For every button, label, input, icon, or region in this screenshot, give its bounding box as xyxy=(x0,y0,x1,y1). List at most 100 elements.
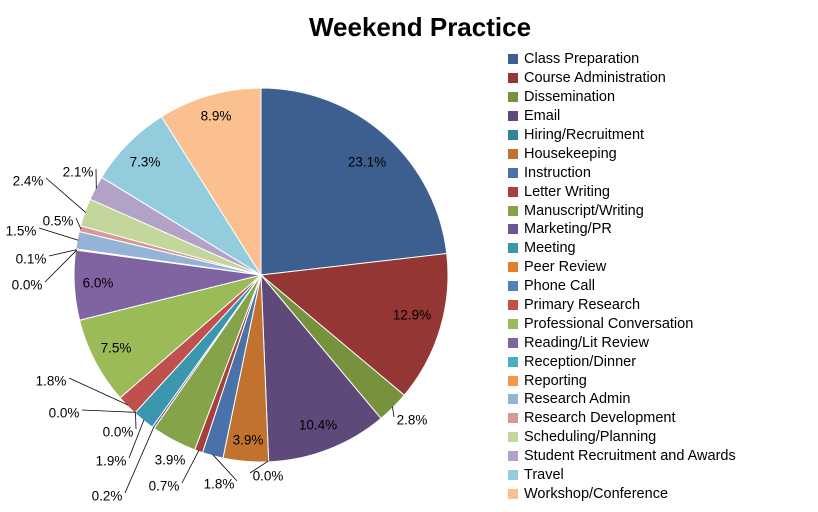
pie-slice-course-administration xyxy=(259,252,449,396)
legend-label: Scheduling/Planning xyxy=(524,429,657,446)
leader-line xyxy=(44,249,77,283)
legend-item: Peer Review xyxy=(508,258,813,277)
chart-title: Weekend Practice xyxy=(308,12,532,42)
data-label: 7.3% xyxy=(130,155,161,170)
legend-item: Reporting xyxy=(508,371,813,390)
legend-swatch xyxy=(508,54,518,65)
legend-swatch xyxy=(508,394,518,405)
legend-label: Instruction xyxy=(524,164,591,181)
legend-label: Research Development xyxy=(524,410,676,427)
legend-item: Research Development xyxy=(508,409,813,428)
legend-label: Peer Review xyxy=(524,259,607,276)
legend-item: Reception/Dinner xyxy=(508,352,813,371)
legend-item: Marketing/PR xyxy=(508,220,813,239)
legend-swatch xyxy=(508,73,518,84)
data-label: 0.5% xyxy=(43,214,74,229)
data-label: 1.8% xyxy=(204,477,235,492)
pie-slice-email xyxy=(260,273,382,463)
leader-line xyxy=(68,377,129,406)
data-label: 0.0% xyxy=(12,278,43,293)
legend-swatch xyxy=(508,470,518,481)
data-label: 6.0% xyxy=(83,276,114,291)
legend-label: Dissemination xyxy=(524,89,616,106)
legend-label: Workshop/Conference xyxy=(524,485,669,502)
data-label: 0.0% xyxy=(103,425,134,440)
leader-line xyxy=(212,454,238,482)
legend-label: Class Preparation xyxy=(524,51,640,68)
legend-item: Primary Research xyxy=(508,296,813,315)
leader-line xyxy=(48,249,77,257)
data-label: 8.9% xyxy=(201,109,232,124)
legend-item: Professional Conversation xyxy=(508,314,813,333)
legend-item: Letter Writing xyxy=(508,182,813,201)
legend-item: Instruction xyxy=(508,163,813,182)
legend-swatch xyxy=(508,243,518,254)
leader-line xyxy=(124,426,155,494)
legend-label: Reception/Dinner xyxy=(524,353,637,370)
leader-line xyxy=(249,460,269,474)
legend-label: Research Admin xyxy=(524,391,631,408)
legend-swatch xyxy=(508,205,518,216)
legend-item: Scheduling/Planning xyxy=(508,428,813,447)
data-label: 3.9% xyxy=(233,433,264,448)
legend-item: Meeting xyxy=(508,239,813,258)
legend-label: Hiring/Recruitment xyxy=(524,127,645,143)
data-label: 3.9% xyxy=(155,453,186,468)
legend-label: Student Recruitment and Awards xyxy=(524,448,736,465)
legend-item: Workshop/Conference xyxy=(508,484,813,503)
legend-item: Manuscript/Writing xyxy=(508,201,813,220)
legend-swatch xyxy=(508,92,518,103)
legend-item: Housekeeping xyxy=(508,144,813,163)
data-label: 0.1% xyxy=(16,252,47,267)
legend-swatch xyxy=(508,224,518,235)
legend-item: Research Admin xyxy=(508,390,813,409)
legend-item: Hiring/Recruitment xyxy=(508,126,813,145)
data-label: 0.0% xyxy=(49,406,80,421)
legend-item: Email xyxy=(508,107,813,126)
legend-item: Travel xyxy=(508,466,813,485)
leader-line xyxy=(45,177,87,213)
legend-swatch xyxy=(508,148,518,159)
legend-swatch xyxy=(508,318,518,329)
data-label: 10.4% xyxy=(299,418,337,433)
legend-item: Class Preparation xyxy=(508,50,813,69)
legend-swatch xyxy=(508,413,518,424)
data-label: 7.5% xyxy=(101,341,132,356)
legend-label: Reporting xyxy=(524,372,587,389)
data-label: 1.9% xyxy=(96,454,127,469)
legend-item: Dissemination xyxy=(508,88,813,107)
legend-swatch xyxy=(508,337,518,348)
legend-label: Travel xyxy=(524,467,564,484)
legend-item: Course Administration xyxy=(508,69,813,88)
data-label: 0.2% xyxy=(92,489,123,504)
data-label: 0.7% xyxy=(149,479,180,494)
legend-swatch xyxy=(508,375,518,386)
pie-slice-class-preparation xyxy=(260,87,448,276)
leader-line xyxy=(128,419,145,459)
legend-label: Reading/Lit Review xyxy=(524,334,649,351)
legend-label: Course Administration xyxy=(524,70,666,87)
leader-line xyxy=(135,412,137,430)
leader-line xyxy=(38,227,79,241)
data-label: 1.5% xyxy=(6,224,37,239)
legend-swatch xyxy=(508,281,518,292)
data-label: 1.8% xyxy=(36,374,67,389)
legend-swatch xyxy=(508,111,518,122)
legend-swatch xyxy=(508,451,518,462)
legend-swatch xyxy=(508,186,518,197)
legend-label: Meeting xyxy=(524,240,576,257)
legend-swatch xyxy=(508,130,518,140)
leader-line xyxy=(181,450,200,484)
legend-item: Student Recruitment and Awards xyxy=(508,447,813,466)
data-label: 23.1% xyxy=(348,155,386,170)
legend-label: Email xyxy=(524,108,561,125)
legend-item: Phone Call xyxy=(508,277,813,296)
data-label: 2.1% xyxy=(63,165,94,180)
legend-item: Reading/Lit Review xyxy=(508,333,813,352)
legend-swatch xyxy=(508,488,518,499)
legend-swatch xyxy=(508,432,518,443)
legend-label: Phone Call xyxy=(524,278,595,295)
pie-slice-workshop-conference xyxy=(160,87,262,277)
legend-swatch xyxy=(508,262,518,273)
